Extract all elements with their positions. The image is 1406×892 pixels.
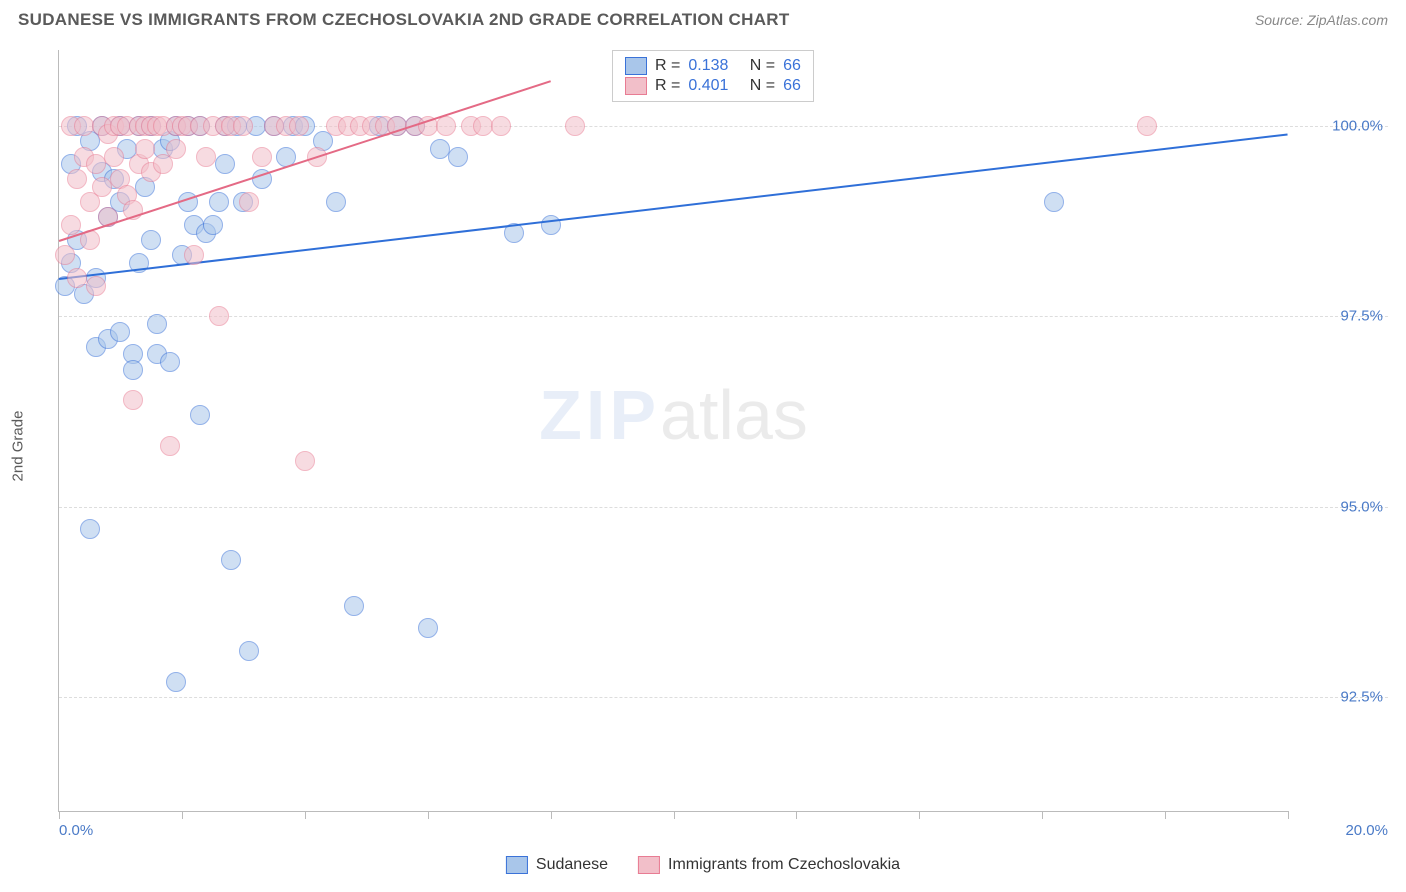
chart-area: 2nd Grade ZIPatlas R = 0.138 N = 66R = 0… (48, 50, 1388, 842)
x-tick (182, 811, 183, 819)
x-tick (1042, 811, 1043, 819)
scatter-point (184, 245, 204, 265)
r-value: 0.401 (688, 77, 728, 95)
x-tick-label-last: 20.0% (1293, 822, 1388, 839)
scatter-point (209, 306, 229, 326)
n-label: N = (736, 57, 775, 75)
legend-item: Sudanese (506, 856, 608, 874)
scatter-point (239, 192, 259, 212)
x-tick (428, 811, 429, 819)
scatter-point (209, 192, 229, 212)
watermark: ZIPatlas (539, 375, 808, 455)
scatter-point (233, 116, 253, 136)
correlation-row: R = 0.138 N = 66 (625, 56, 801, 76)
chart-header: SUDANESE VS IMMIGRANTS FROM CZECHOSLOVAK… (0, 0, 1406, 38)
scatter-point (147, 314, 167, 334)
chart-source: Source: ZipAtlas.com (1255, 12, 1388, 28)
x-tick (1165, 811, 1166, 819)
scatter-point (203, 215, 223, 235)
scatter-point (61, 215, 81, 235)
x-tick (674, 811, 675, 819)
scatter-point (92, 177, 112, 197)
legend-swatch (638, 856, 660, 874)
scatter-point (123, 390, 143, 410)
x-tick (1288, 811, 1289, 819)
y-tick-label: 92.5% (1293, 688, 1383, 705)
scatter-point (67, 268, 87, 288)
scatter-point (448, 147, 468, 167)
scatter-point (166, 139, 186, 159)
scatter-point (160, 436, 180, 456)
scatter-point (123, 360, 143, 380)
y-tick-label: 100.0% (1293, 118, 1383, 135)
x-tick (919, 811, 920, 819)
scatter-point (221, 550, 241, 570)
scatter-point (215, 154, 235, 174)
scatter-point (86, 154, 106, 174)
scatter-point (436, 116, 456, 136)
x-tick (551, 811, 552, 819)
watermark-rest: atlas (660, 376, 808, 454)
scatter-point (67, 169, 87, 189)
r-label: R = (655, 77, 680, 95)
scatter-point (135, 139, 155, 159)
legend-item: Immigrants from Czechoslovakia (638, 856, 900, 874)
scatter-point (141, 230, 161, 250)
scatter-point (190, 405, 210, 425)
scatter-point (1137, 116, 1157, 136)
legend-label: Sudanese (536, 856, 608, 874)
x-tick (59, 811, 60, 819)
y-tick-label: 95.0% (1293, 498, 1383, 515)
x-tick (305, 811, 306, 819)
x-tick (796, 811, 797, 819)
correlation-row: R = 0.401 N = 66 (625, 76, 801, 96)
n-value: 66 (783, 57, 801, 75)
scatter-point (166, 672, 186, 692)
scatter-point (326, 192, 346, 212)
y-axis-label: 2nd Grade (10, 411, 27, 482)
scatter-point (1044, 192, 1064, 212)
y-tick-label: 97.5% (1293, 308, 1383, 325)
x-tick-label-first: 0.0% (59, 822, 93, 839)
scatter-point (74, 116, 94, 136)
scatter-point (239, 641, 259, 661)
scatter-point (160, 352, 180, 372)
legend-swatch (506, 856, 528, 874)
scatter-point (252, 147, 272, 167)
legend-swatch (625, 57, 647, 75)
scatter-point (196, 147, 216, 167)
scatter-point (289, 116, 309, 136)
watermark-bold: ZIP (539, 376, 660, 454)
series-legend: Sudanese Immigrants from Czechoslovakia (506, 856, 900, 874)
scatter-point (473, 116, 493, 136)
chart-title: SUDANESE VS IMMIGRANTS FROM CZECHOSLOVAK… (18, 10, 790, 30)
scatter-point (86, 276, 106, 296)
scatter-point (418, 618, 438, 638)
scatter-point (55, 245, 75, 265)
legend-label: Immigrants from Czechoslovakia (668, 856, 900, 874)
scatter-point (565, 116, 585, 136)
gridline-h (59, 316, 1388, 317)
r-label: R = (655, 57, 680, 75)
scatter-point (80, 519, 100, 539)
scatter-point (295, 451, 315, 471)
scatter-point (110, 322, 130, 342)
scatter-point (491, 116, 511, 136)
n-label: N = (736, 77, 775, 95)
r-value: 0.138 (688, 57, 728, 75)
scatter-point (344, 596, 364, 616)
gridline-h (59, 507, 1388, 508)
correlation-legend: R = 0.138 N = 66R = 0.401 N = 66 (612, 50, 814, 102)
scatter-point (104, 147, 124, 167)
scatter-point (430, 139, 450, 159)
legend-swatch (625, 77, 647, 95)
n-value: 66 (783, 77, 801, 95)
scatter-point (541, 215, 561, 235)
gridline-h (59, 697, 1388, 698)
plot-region: ZIPatlas R = 0.138 N = 66R = 0.401 N = 6… (58, 50, 1288, 812)
